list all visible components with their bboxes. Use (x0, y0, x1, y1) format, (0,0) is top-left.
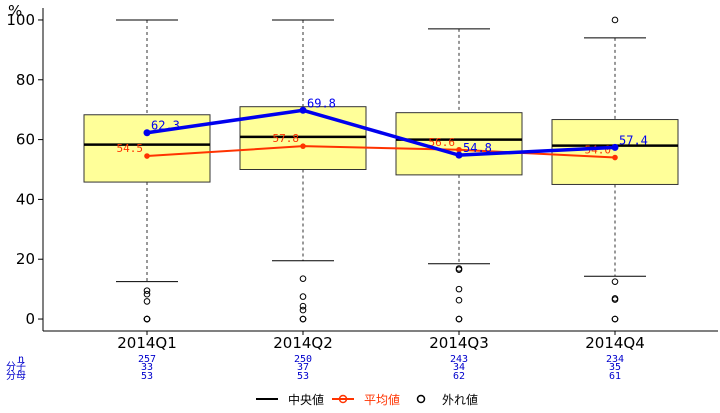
stats-cell: 243 (450, 354, 468, 365)
mean-point (300, 143, 306, 149)
y-tick-label: 40 (16, 190, 35, 208)
rate-line (146, 108, 616, 157)
x-tick-label: 2014Q1 (117, 334, 177, 352)
stats-cell: 234 (606, 354, 624, 365)
y-unit-label: % (8, 2, 22, 20)
x-tick-label: 2014Q3 (429, 334, 489, 352)
box-iqr (551, 119, 679, 185)
rate-value-label: 57.4 (619, 133, 648, 147)
stats-cell: 61 (609, 371, 621, 382)
stats-cell: 257 (138, 354, 156, 365)
mean-value-label: 56.6 (429, 136, 456, 149)
outlier-point (143, 298, 151, 305)
outlier-point (455, 266, 463, 273)
rate-point (455, 151, 463, 159)
stats-cell: 53 (141, 371, 153, 382)
rate-value-label: 69.8 (307, 96, 336, 110)
rate-point (143, 129, 151, 137)
mean-point (144, 153, 150, 159)
outlier-point (143, 290, 151, 298)
stats-cell: 53 (297, 371, 309, 382)
stats-cell: 62 (453, 371, 465, 382)
x-tick-label: 2014Q2 (273, 334, 333, 352)
outlier-point (299, 315, 307, 323)
stats-cell: 250 (294, 354, 312, 365)
y-tick-label: 20 (16, 250, 35, 268)
legend-mean-marker (338, 394, 348, 404)
rate-value-label: 54.8 (463, 141, 492, 155)
outlier-point (299, 306, 307, 314)
y-tick-label: 0 (25, 310, 35, 328)
outlier-point (611, 315, 619, 323)
stats-row-label: 分子 (6, 361, 26, 373)
outlier-point (611, 278, 619, 285)
outlier-point (455, 296, 463, 304)
legend-outlier-label: 外れ値 (442, 392, 478, 407)
outlier-point (611, 16, 619, 24)
legend-median-label: 中央値 (288, 392, 324, 407)
y-tick-label: 80 (16, 71, 35, 89)
stats-cell: 33 (141, 362, 153, 373)
outlier-point (455, 315, 463, 323)
outlier-point (299, 302, 307, 310)
y-tick-label: 60 (16, 131, 35, 149)
mean-value-label: 57.8 (273, 132, 300, 145)
rate-value-label: 62.3 (151, 119, 180, 133)
stats-row-label: 分母 (6, 370, 26, 382)
stats-cell: 35 (609, 362, 621, 373)
outlier-point (455, 285, 463, 293)
rate-point (299, 106, 307, 114)
rate-point (611, 143, 619, 151)
legend-mean-label: 平均値 (364, 392, 400, 407)
outlier-point (299, 293, 307, 300)
outlier-point (299, 275, 307, 282)
mean-value-label: 54.5 (117, 142, 144, 155)
outlier-point (143, 315, 151, 323)
mean-point (612, 154, 618, 161)
mean-line (146, 145, 616, 159)
x-tick-label: 2014Q4 (585, 334, 645, 352)
stats-row-label: n (18, 354, 24, 365)
y-tick-label: 100 (6, 11, 35, 29)
outlier-point (143, 287, 151, 294)
mean-point (456, 146, 462, 153)
outlier-point (611, 296, 619, 303)
legend-outlier-marker (416, 394, 426, 404)
stats-cell: 34 (453, 362, 465, 373)
stats-cell: 37 (297, 362, 309, 373)
